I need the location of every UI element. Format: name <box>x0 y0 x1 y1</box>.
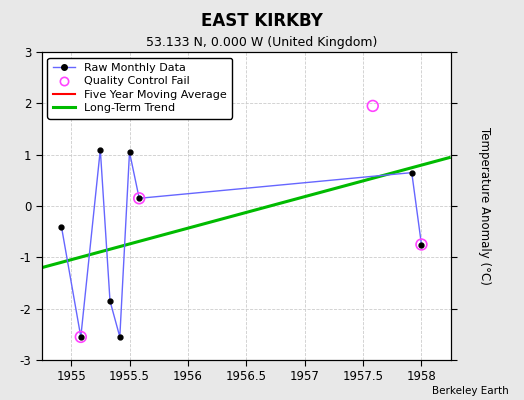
Point <box>368 103 377 109</box>
Legend: Raw Monthly Data, Quality Control Fail, Five Year Moving Average, Long-Term Tren: Raw Monthly Data, Quality Control Fail, … <box>48 58 233 119</box>
Point <box>135 195 144 202</box>
Y-axis label: Temperature Anomaly (°C): Temperature Anomaly (°C) <box>478 127 490 285</box>
Text: EAST KIRKBY: EAST KIRKBY <box>201 12 323 30</box>
Text: 53.133 N, 0.000 W (United Kingdom): 53.133 N, 0.000 W (United Kingdom) <box>146 36 378 49</box>
Point <box>77 334 85 340</box>
Point <box>417 241 425 248</box>
Text: Berkeley Earth: Berkeley Earth <box>432 386 508 396</box>
